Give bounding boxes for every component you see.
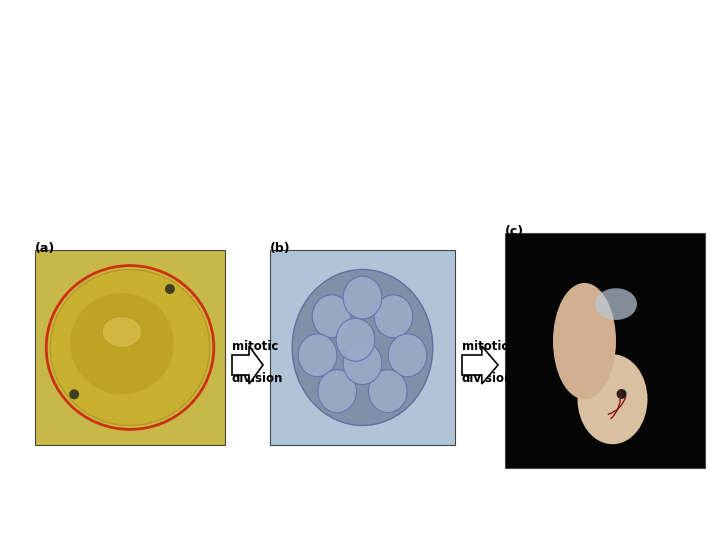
Ellipse shape (595, 288, 637, 320)
Ellipse shape (336, 318, 375, 361)
Ellipse shape (343, 342, 382, 384)
Ellipse shape (577, 354, 647, 444)
Ellipse shape (292, 269, 433, 426)
Text: (a): (a) (35, 242, 55, 255)
Ellipse shape (70, 293, 174, 394)
Polygon shape (462, 346, 498, 384)
Bar (35, 250, 225, 445)
Circle shape (69, 389, 79, 399)
Ellipse shape (318, 370, 356, 413)
Ellipse shape (369, 370, 407, 413)
Ellipse shape (553, 283, 616, 399)
Ellipse shape (102, 316, 142, 348)
Ellipse shape (374, 295, 413, 338)
Text: mitotic
cell
division: mitotic cell division (462, 340, 513, 385)
Ellipse shape (343, 276, 382, 319)
Text: (c): (c) (505, 225, 524, 238)
Ellipse shape (50, 269, 210, 426)
Ellipse shape (312, 295, 351, 338)
Polygon shape (232, 346, 263, 384)
Text: mitotic
cell
division: mitotic cell division (232, 340, 284, 385)
Circle shape (616, 389, 626, 399)
Ellipse shape (388, 334, 427, 377)
Bar (505, 233, 705, 468)
Text: (b): (b) (270, 242, 291, 255)
Ellipse shape (298, 334, 337, 377)
Bar (270, 250, 455, 445)
Circle shape (165, 284, 175, 294)
